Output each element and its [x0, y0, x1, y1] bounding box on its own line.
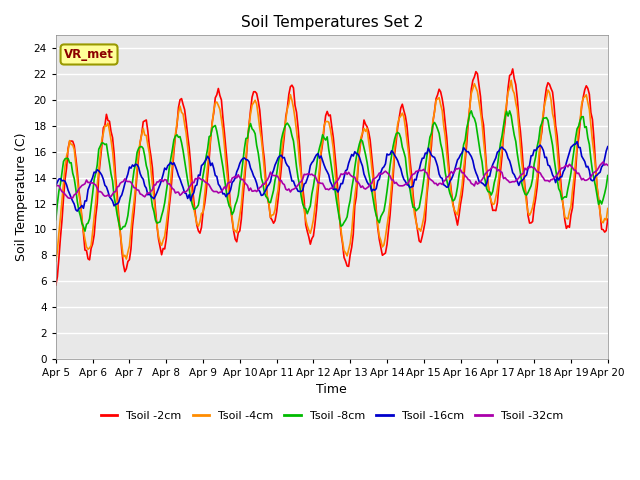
Tsoil -8cm — [81, 228, 89, 234]
Tsoil -2cm — [385, 228, 392, 233]
Tsoil -8cm — [604, 173, 612, 179]
Tsoil -32cm — [69, 195, 77, 201]
Tsoil -4cm — [67, 142, 75, 147]
Tsoil -2cm — [397, 105, 404, 111]
Tsoil -16cm — [67, 195, 75, 201]
Line: Tsoil -32cm: Tsoil -32cm — [56, 162, 608, 198]
Tsoil -8cm — [467, 108, 475, 114]
Tsoil -32cm — [52, 183, 60, 189]
Tsoil -8cm — [67, 160, 75, 166]
Tsoil -16cm — [538, 144, 546, 150]
Tsoil -16cm — [604, 144, 612, 150]
Legend: Tsoil -2cm, Tsoil -4cm, Tsoil -8cm, Tsoil -16cm, Tsoil -32cm: Tsoil -2cm, Tsoil -4cm, Tsoil -8cm, Tsoi… — [96, 407, 568, 425]
Title: Soil Temperatures Set 2: Soil Temperatures Set 2 — [241, 15, 423, 30]
Tsoil -8cm — [368, 187, 376, 193]
Tsoil -32cm — [156, 177, 164, 183]
Tsoil -16cm — [368, 188, 376, 194]
Tsoil -32cm — [368, 180, 376, 186]
Tsoil -2cm — [155, 236, 163, 242]
Tsoil -16cm — [386, 151, 394, 157]
Tsoil -2cm — [509, 66, 516, 72]
Tsoil -16cm — [399, 172, 406, 178]
Tsoil -16cm — [74, 208, 81, 214]
Tsoil -2cm — [366, 137, 374, 143]
Text: VR_met: VR_met — [64, 48, 114, 61]
Tsoil -32cm — [399, 183, 406, 189]
Tsoil -2cm — [538, 129, 546, 135]
Tsoil -8cm — [540, 115, 547, 121]
Tsoil -32cm — [386, 173, 394, 179]
Line: Tsoil -8cm: Tsoil -8cm — [56, 111, 608, 231]
Tsoil -4cm — [538, 123, 546, 129]
Tsoil -4cm — [604, 205, 612, 211]
Tsoil -2cm — [604, 216, 612, 222]
Tsoil -4cm — [508, 77, 515, 83]
Tsoil -8cm — [52, 216, 60, 222]
Tsoil -4cm — [397, 113, 404, 119]
Tsoil -16cm — [573, 139, 581, 144]
Tsoil -4cm — [366, 149, 374, 155]
Tsoil -4cm — [52, 258, 60, 264]
Tsoil -16cm — [52, 183, 60, 189]
Tsoil -8cm — [399, 144, 406, 150]
Tsoil -8cm — [386, 163, 394, 168]
Tsoil -32cm — [599, 159, 607, 165]
Tsoil -2cm — [67, 138, 75, 144]
Tsoil -32cm — [66, 195, 74, 201]
Tsoil -16cm — [156, 181, 164, 187]
Line: Tsoil -16cm: Tsoil -16cm — [56, 142, 608, 211]
Tsoil -2cm — [52, 282, 60, 288]
Line: Tsoil -4cm: Tsoil -4cm — [56, 80, 608, 261]
Tsoil -32cm — [538, 173, 546, 179]
Y-axis label: Soil Temperature (C): Soil Temperature (C) — [15, 133, 28, 262]
Line: Tsoil -2cm: Tsoil -2cm — [56, 69, 608, 285]
X-axis label: Time: Time — [316, 384, 347, 396]
Tsoil -32cm — [604, 162, 612, 168]
Tsoil -4cm — [385, 213, 392, 218]
Tsoil -4cm — [155, 234, 163, 240]
Tsoil -8cm — [156, 219, 164, 225]
